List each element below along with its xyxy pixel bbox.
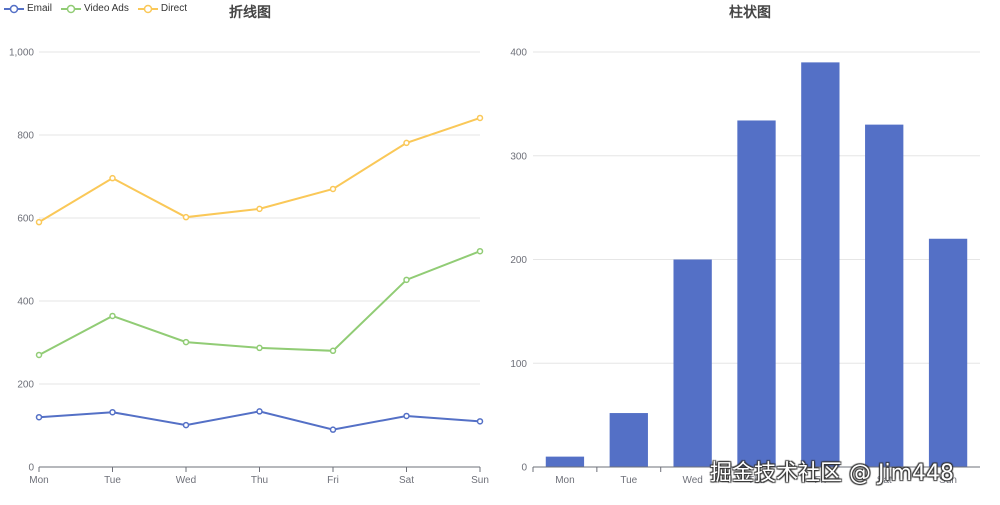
line-chart-plot: 0 200 400 600 800 1,000 Mon Tue Wed Thu Fri Sat Sun <box>9 48 489 487</box>
bar-thu[interactable] <box>737 120 776 467</box>
svg-text:0: 0 <box>28 463 34 474</box>
svg-text:Wed: Wed <box>682 475 702 486</box>
svg-text:Wed: Wed <box>176 475 196 486</box>
watermark: 掘金技术社区 @ Jim448 <box>710 461 955 486</box>
data-point[interactable] <box>256 408 263 415</box>
svg-text:0: 0 <box>521 463 527 474</box>
data-point[interactable] <box>35 413 43 421</box>
bar-sun[interactable] <box>928 238 968 467</box>
data-point[interactable] <box>476 247 484 255</box>
legend-line-circle-icon <box>61 4 82 13</box>
svg-text:Fri: Fri <box>815 475 827 486</box>
svg-text:400: 400 <box>17 297 34 308</box>
bar-tue[interactable] <box>609 413 648 467</box>
svg-text:100: 100 <box>510 359 527 370</box>
legend-label: Email <box>27 3 53 14</box>
svg-text:Tue: Tue <box>620 475 637 486</box>
svg-text:400: 400 <box>510 48 527 59</box>
svg-text:200: 200 <box>17 380 34 391</box>
svg-text:800: 800 <box>17 131 34 142</box>
data-point[interactable] <box>109 312 116 320</box>
bar-wed[interactable] <box>673 259 712 468</box>
svg-text:600: 600 <box>17 214 34 225</box>
legend-item-video-ads[interactable]: Video Ads <box>61 3 129 14</box>
svg-text:Thu: Thu <box>748 475 765 486</box>
data-point[interactable] <box>182 338 190 346</box>
svg-text:Thu: Thu <box>251 475 268 486</box>
data-point[interactable] <box>256 344 263 352</box>
data-point[interactable] <box>256 205 263 213</box>
svg-text:Sat: Sat <box>399 475 414 486</box>
data-point[interactable] <box>476 418 484 425</box>
data-point[interactable] <box>403 276 410 284</box>
line-chart-legend: Email Video Ads Direct <box>4 3 187 14</box>
svg-text:Tue: Tue <box>104 475 121 486</box>
data-point[interactable] <box>182 213 190 221</box>
bar-fri[interactable] <box>801 62 840 467</box>
line-chart-title: 折线图 <box>229 4 271 20</box>
series-direct[interactable] <box>35 114 484 226</box>
data-point[interactable] <box>182 421 190 429</box>
legend-line-circle-icon <box>4 4 24 13</box>
bar-chart-title: 柱状图 <box>729 4 771 20</box>
data-point[interactable] <box>329 347 337 355</box>
data-point[interactable] <box>35 351 43 359</box>
legend-label: Direct <box>160 3 187 14</box>
legend-label: Video Ads <box>84 3 129 14</box>
series-video-ads[interactable] <box>35 247 484 359</box>
bar-sat[interactable] <box>865 124 904 467</box>
svg-text:Sun: Sun <box>471 475 489 486</box>
series-email[interactable] <box>35 408 484 433</box>
svg-text:Mon: Mon <box>555 475 574 486</box>
svg-text:Fri: Fri <box>327 475 339 486</box>
line-chart: Email Video Ads Direct 折线图 0 200 400 600 800 1,… <box>0 0 500 500</box>
data-point[interactable] <box>35 218 43 226</box>
data-point[interactable] <box>403 139 410 147</box>
data-point[interactable] <box>109 408 116 416</box>
data-point[interactable] <box>403 412 410 420</box>
bar-mon[interactable] <box>545 456 585 467</box>
svg-text:Mon: Mon <box>29 475 48 486</box>
data-point[interactable] <box>329 185 337 193</box>
svg-text:200: 200 <box>510 255 527 266</box>
svg-text:300: 300 <box>510 151 527 162</box>
legend-item-direct[interactable]: Direct <box>137 3 187 14</box>
data-point[interactable] <box>476 114 484 122</box>
data-point[interactable] <box>329 426 337 433</box>
svg-text:1,000: 1,000 <box>9 48 34 59</box>
bar-chart: 柱状图 0 100 200 300 400 Mon Tue Wed Thu Fri Sat Sun <box>500 0 1000 500</box>
legend-item-email[interactable]: Email <box>4 3 52 14</box>
data-point[interactable] <box>109 174 116 182</box>
svg-text:Sat: Sat <box>877 475 892 486</box>
legend-line-circle-icon <box>137 4 158 13</box>
svg-text:Sun: Sun <box>939 475 957 486</box>
bar-chart-plot: 0 100 200 300 400 Mon Tue Wed Thu Fri Sat Sun <box>510 48 980 486</box>
